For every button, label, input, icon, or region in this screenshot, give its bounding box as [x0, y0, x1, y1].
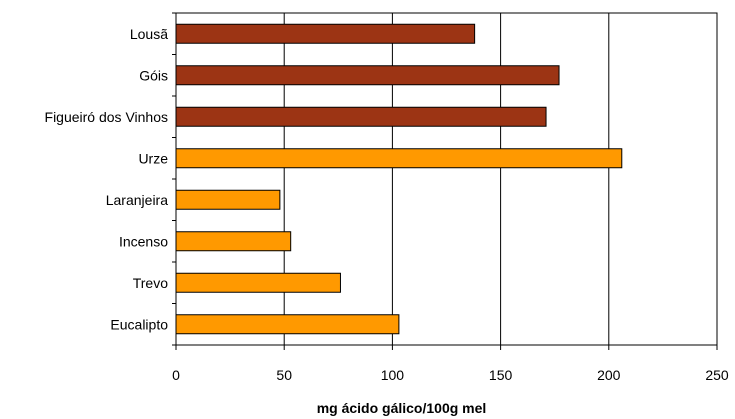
category-label: Laranjeira	[106, 192, 168, 208]
bar	[175, 231, 292, 252]
plot-frame	[175, 12, 718, 346]
bar	[175, 65, 560, 86]
bar	[175, 272, 341, 293]
x-tick-label: 100	[381, 367, 405, 383]
x-tick-label: 150	[489, 367, 513, 383]
x-tick-label: 50	[276, 367, 292, 383]
category-label: Urze	[138, 150, 168, 166]
category-label: Góis	[139, 67, 168, 83]
category-label: Incenso	[119, 233, 168, 249]
x-tick-label: 200	[597, 367, 621, 383]
category-label: Trevo	[133, 275, 168, 291]
bar	[175, 23, 476, 44]
bar	[175, 106, 547, 127]
x-tick-label: 0	[172, 367, 180, 383]
category-label: Figueiró dos Vinhos	[45, 109, 168, 125]
category-label: Lousã	[130, 26, 168, 42]
bars	[175, 23, 623, 335]
bar	[175, 189, 281, 210]
gridlines	[283, 13, 718, 345]
category-label: Eucalipto	[110, 316, 168, 332]
bar	[175, 314, 400, 335]
axes	[172, 12, 718, 350]
x-tick-labels: 0 50 100 150 200 250	[172, 367, 729, 383]
bar	[175, 148, 623, 169]
x-axis-title: mg ácido gálico/100g mel	[317, 400, 487, 416]
x-tick-label: 250	[705, 367, 729, 383]
category-labels: Lousã Góis Figueiró dos Vinhos Urze Laranjei…	[45, 26, 169, 333]
